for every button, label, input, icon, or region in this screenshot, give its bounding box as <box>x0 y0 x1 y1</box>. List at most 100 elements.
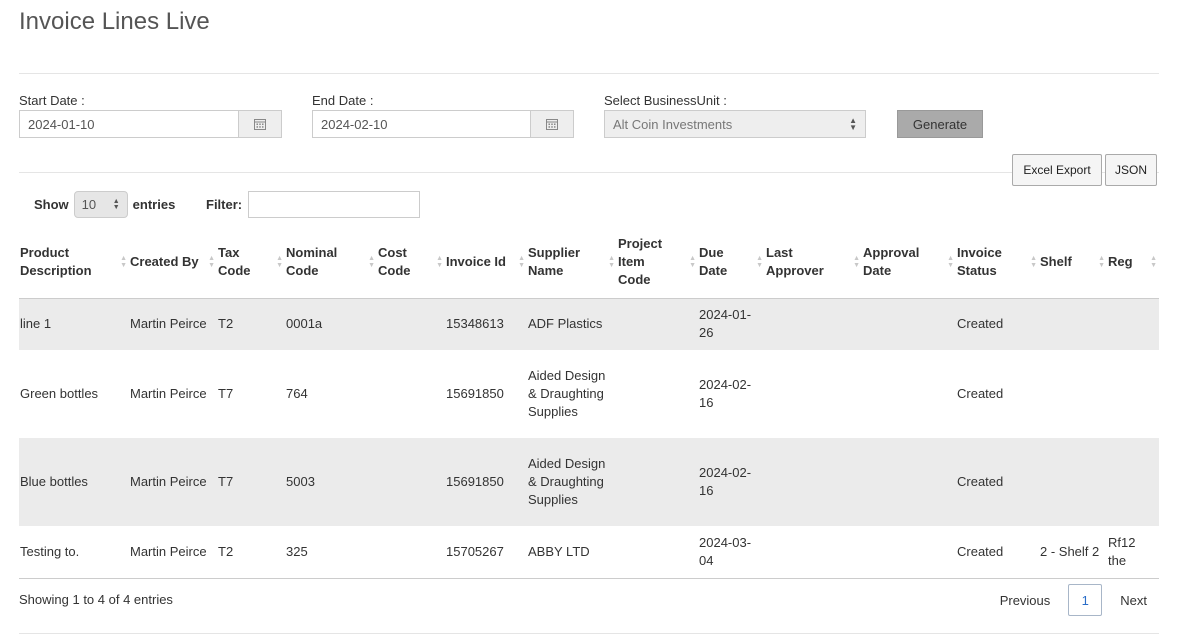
column-header-product-description[interactable]: Product Description ▲ ▼ <box>19 226 129 299</box>
cell-tax-code: T2 <box>217 526 285 579</box>
cell-approval-date <box>862 298 956 350</box>
filter-input[interactable] <box>248 191 421 218</box>
cell-cost <box>377 350 445 438</box>
table-info: Showing 1 to 4 of 4 entries <box>19 592 173 607</box>
cell-cost <box>377 526 445 579</box>
cell-product: Testing to. <box>19 526 129 579</box>
cell-reg <box>1107 350 1159 438</box>
end-date-picker-button[interactable] <box>530 111 573 137</box>
end-date-label: End Date : <box>312 93 374 108</box>
cell-product: Green bottles <box>19 350 129 438</box>
json-export-button[interactable]: JSON <box>1105 154 1157 186</box>
sort-icon: ▲ ▼ <box>947 254 954 269</box>
end-date-input[interactable] <box>313 111 530 137</box>
column-header-last-approver[interactable]: Last Approver ▲ ▼ <box>765 226 862 299</box>
cell-tax-code: T7 <box>217 350 285 438</box>
table-row[interactable]: Blue bottles Martin Peirce T7 5003 15691850 A… <box>19 438 1159 526</box>
cell-shelf: 2 - Shelf 2 <box>1039 526 1107 579</box>
calendar-icon <box>254 119 266 130</box>
calendar-icon <box>546 119 558 130</box>
start-date-input[interactable] <box>20 111 238 137</box>
column-header-invoice-id[interactable]: Invoice Id ▲ ▼ <box>445 226 527 299</box>
cell-due: 2024-01-26 <box>698 298 765 350</box>
start-date-label: Start Date : <box>19 93 85 108</box>
cell-project <box>617 350 698 438</box>
divider <box>19 172 1159 173</box>
cell-shelf <box>1039 438 1107 526</box>
start-date-group <box>19 110 282 138</box>
cell-cost <box>377 298 445 350</box>
page-length-value: 10 <box>81 197 97 212</box>
filter-control: Filter: <box>206 191 421 218</box>
table-row[interactable]: Testing to. Martin Peirce T2 325 15705267 ABB… <box>19 526 1159 579</box>
column-header-nominal-code[interactable]: Nominal Code ▲ ▼ <box>285 226 377 299</box>
cell-created-by: Martin Peirce <box>129 350 217 438</box>
sort-icon: ▲ ▼ <box>853 254 860 269</box>
cell-product: line 1 <box>19 298 129 350</box>
cell-product: Blue bottles <box>19 438 129 526</box>
business-unit-label: Select BusinessUnit : <box>604 93 727 108</box>
column-header-due-date[interactable]: Due Date ▲ ▼ <box>698 226 765 299</box>
column-header-created-by[interactable]: Created By ▲ ▼ <box>129 226 217 299</box>
column-header-cost-code[interactable]: Cost Code ▲ ▼ <box>377 226 445 299</box>
cell-cost <box>377 438 445 526</box>
table-body: line 1 Martin Peirce T2 0001a 15348613 ADF Pl… <box>19 298 1159 579</box>
next-page-button[interactable]: Next <box>1120 592 1147 608</box>
cell-approval-date <box>862 350 956 438</box>
business-unit-select[interactable]: Alt Coin Investments ▲ ▼ <box>604 110 866 138</box>
cell-project <box>617 438 698 526</box>
divider <box>19 633 1159 634</box>
cell-approver <box>765 438 862 526</box>
sort-icon: ▲ ▼ <box>1030 254 1037 269</box>
cell-due: 2024-03-04 <box>698 526 765 579</box>
column-header-project-item-code[interactable]: Project Item Code ▲ ▼ <box>617 226 698 299</box>
generate-button[interactable]: Generate <box>897 110 983 138</box>
filter-label: Filter: <box>206 197 243 212</box>
cell-project <box>617 526 698 579</box>
cell-status: Created <box>956 298 1039 350</box>
cell-supplier: Aided Design & Draughting Supplies <box>527 350 617 438</box>
page-length-select[interactable]: 10 ▲ ▼ <box>73 191 128 218</box>
cell-status: Created <box>956 526 1039 579</box>
column-header-supplier-name[interactable]: Supplier Name ▲ ▼ <box>527 226 617 299</box>
start-date-picker-button[interactable] <box>238 111 281 137</box>
cell-created-by: Martin Peirce <box>129 438 217 526</box>
cell-nominal: 0001a <box>285 298 377 350</box>
sort-icon: ▲ ▼ <box>208 254 215 269</box>
select-arrows-icon: ▲ ▼ <box>112 197 120 211</box>
cell-reg: Rf12 the <box>1107 526 1159 579</box>
cell-project <box>617 298 698 350</box>
cell-shelf <box>1039 298 1107 350</box>
sort-icon: ▲ ▼ <box>608 254 615 269</box>
show-label: Show <box>34 197 69 212</box>
cell-approver <box>765 350 862 438</box>
sort-icon: ▲ ▼ <box>689 254 696 269</box>
sort-icon: ▲ ▼ <box>276 254 283 269</box>
table-row[interactable]: line 1 Martin Peirce T2 0001a 15348613 ADF Pl… <box>19 298 1159 350</box>
sort-icon: ▲ ▼ <box>756 254 763 269</box>
column-header-reg[interactable]: Reg ▲ ▼ <box>1107 226 1159 299</box>
cell-invoice-id: 15691850 <box>445 350 527 438</box>
previous-page-button[interactable]: Previous <box>999 592 1051 608</box>
table-header-row: Product Description ▲ ▼ Created By ▲ ▼ Tax C… <box>19 226 1159 299</box>
column-header-approval-date[interactable]: Approval Date ▲ ▼ <box>862 226 956 299</box>
table-row[interactable]: Green bottles Martin Peirce T7 764 15691850 A… <box>19 350 1159 438</box>
cell-approval-date <box>862 438 956 526</box>
cell-approval-date <box>862 526 956 579</box>
cell-supplier: Aided Design & Draughting Supplies <box>527 438 617 526</box>
cell-supplier: ABBY LTD <box>527 526 617 579</box>
divider <box>19 73 1159 74</box>
excel-export-button[interactable]: Excel Export <box>1012 154 1102 186</box>
column-header-invoice-status[interactable]: Invoice Status ▲ ▼ <box>956 226 1039 299</box>
column-header-tax-code[interactable]: Tax Code ▲ ▼ <box>217 226 285 299</box>
cell-nominal: 5003 <box>285 438 377 526</box>
page-title: Invoice Lines Live <box>19 8 210 35</box>
sort-icon: ▲ ▼ <box>368 254 375 269</box>
column-header-shelf[interactable]: Shelf ▲ ▼ <box>1039 226 1107 299</box>
current-page-button[interactable]: 1 <box>1068 584 1103 616</box>
cell-status: Created <box>956 350 1039 438</box>
cell-status: Created <box>956 438 1039 526</box>
sort-icon: ▲ ▼ <box>1150 254 1157 269</box>
page-length-control: Show 10 ▲ ▼ entries <box>34 191 175 218</box>
cell-created-by: Martin Peirce <box>129 298 217 350</box>
